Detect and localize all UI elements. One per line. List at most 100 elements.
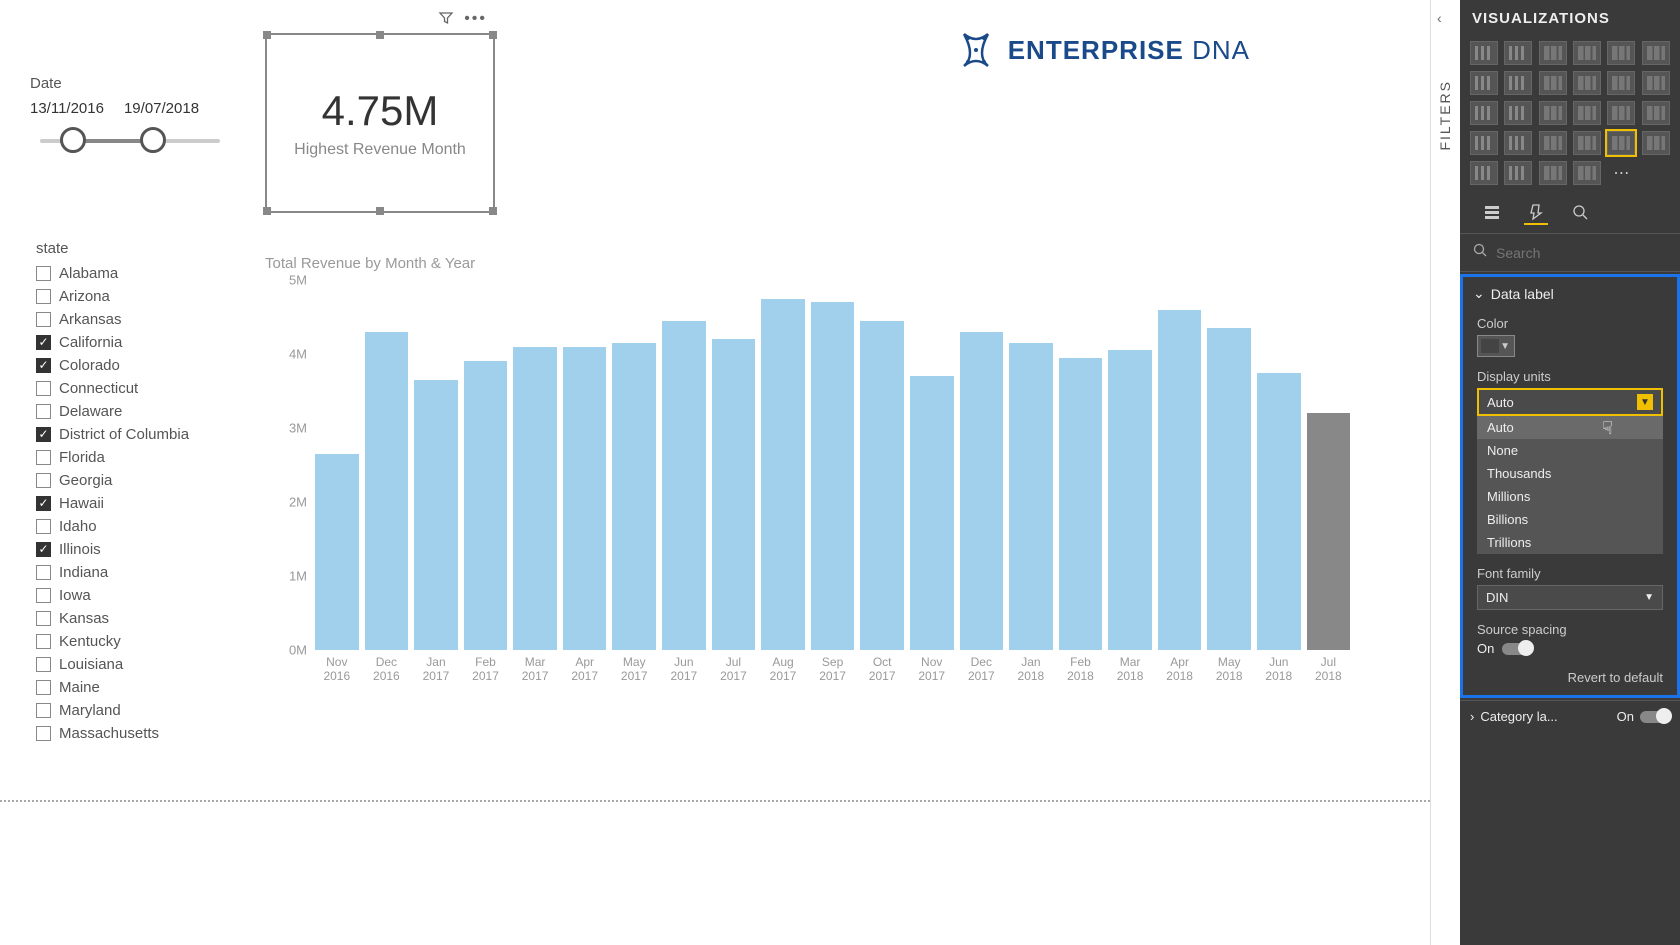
chart-bar[interactable] xyxy=(612,343,656,650)
chart-bar[interactable] xyxy=(1108,350,1152,650)
state-slicer[interactable]: state AlabamaArizonaArkansas✓California✓… xyxy=(36,240,246,744)
viz-type-icon[interactable] xyxy=(1504,101,1532,125)
viz-type-icon[interactable] xyxy=(1573,131,1601,155)
checkbox[interactable] xyxy=(36,381,51,396)
checkbox[interactable]: ✓ xyxy=(36,358,51,373)
bar-chart-visual[interactable]: Total Revenue by Month & Year 0M1M2M3M4M… xyxy=(265,255,1350,715)
checkbox[interactable] xyxy=(36,404,51,419)
viz-type-icon[interactable] xyxy=(1573,161,1601,185)
viz-type-icon[interactable] xyxy=(1607,131,1635,155)
checkbox[interactable] xyxy=(36,703,51,718)
chart-bar[interactable] xyxy=(1207,328,1251,650)
state-item[interactable]: Arizona xyxy=(36,286,246,307)
card-visual[interactable]: 4.75M Highest Revenue Month xyxy=(265,33,495,213)
viz-type-icon[interactable] xyxy=(1642,71,1670,95)
viz-type-icon[interactable] xyxy=(1539,71,1567,95)
chart-bar[interactable] xyxy=(563,347,607,650)
dropdown-option[interactable]: None xyxy=(1477,439,1663,462)
state-item[interactable]: Florida xyxy=(36,447,246,468)
revert-to-default[interactable]: Revert to default xyxy=(1463,662,1677,687)
chart-bar[interactable] xyxy=(910,376,954,650)
chart-bar[interactable] xyxy=(960,332,1004,650)
checkbox[interactable]: ✓ xyxy=(36,427,51,442)
font-family-dropdown[interactable]: DIN ▼ xyxy=(1477,585,1663,610)
chart-bar[interactable] xyxy=(761,299,805,651)
viz-type-icon[interactable] xyxy=(1642,101,1670,125)
dropdown-option[interactable]: Auto☟ xyxy=(1477,416,1663,439)
viz-type-icon[interactable] xyxy=(1573,101,1601,125)
display-units-dropdown[interactable]: Auto ▼ xyxy=(1477,388,1663,416)
format-search[interactable] xyxy=(1460,234,1680,272)
chart-bar[interactable] xyxy=(662,321,706,650)
chart-bar[interactable] xyxy=(414,380,458,650)
filters-pane-label[interactable]: FILTERS xyxy=(1437,80,1453,151)
state-item[interactable]: ✓District of Columbia xyxy=(36,424,246,445)
resize-handle[interactable] xyxy=(489,31,497,39)
viz-type-icon[interactable] xyxy=(1504,131,1532,155)
checkbox[interactable]: ✓ xyxy=(36,496,51,511)
date-start[interactable]: 13/11/2016 xyxy=(30,100,104,117)
checkbox[interactable] xyxy=(36,565,51,580)
dropdown-option[interactable]: Thousands xyxy=(1477,462,1663,485)
source-spacing-toggle[interactable] xyxy=(1502,643,1532,655)
chart-bar[interactable] xyxy=(1257,373,1301,651)
chart-bar[interactable] xyxy=(315,454,359,650)
format-tab[interactable] xyxy=(1524,201,1548,225)
viz-type-icon[interactable] xyxy=(1607,101,1635,125)
viz-type-icon[interactable] xyxy=(1470,131,1498,155)
viz-type-icon[interactable] xyxy=(1573,41,1601,65)
card-visual-container[interactable]: ••• 4.75M Highest Revenue Month xyxy=(265,8,495,213)
checkbox[interactable] xyxy=(36,657,51,672)
state-item[interactable]: Connecticut xyxy=(36,378,246,399)
state-item[interactable]: Georgia xyxy=(36,470,246,491)
state-item[interactable]: Maryland xyxy=(36,700,246,721)
state-item[interactable]: ✓Illinois xyxy=(36,539,246,560)
state-item[interactable]: Delaware xyxy=(36,401,246,422)
chart-bar[interactable] xyxy=(513,347,557,650)
resize-handle[interactable] xyxy=(263,31,271,39)
resize-handle[interactable] xyxy=(263,207,271,215)
viz-type-icon[interactable] xyxy=(1539,101,1567,125)
checkbox[interactable] xyxy=(36,726,51,741)
viz-type-icon[interactable] xyxy=(1642,41,1670,65)
filter-icon[interactable] xyxy=(438,10,454,31)
viz-type-icon[interactable] xyxy=(1470,161,1498,185)
state-item[interactable]: ✓Hawaii xyxy=(36,493,246,514)
dropdown-option[interactable]: Trillions xyxy=(1477,531,1663,554)
viz-type-icon[interactable] xyxy=(1642,131,1670,155)
viz-type-icon[interactable]: ⋯ xyxy=(1607,161,1635,185)
slider-handle-start[interactable] xyxy=(60,127,86,153)
fields-tab[interactable] xyxy=(1480,201,1504,225)
category-label-section[interactable]: › Category la... On xyxy=(1460,700,1680,732)
date-slicer[interactable]: Date 13/11/2016 19/07/2018 xyxy=(30,75,230,157)
state-item[interactable]: Idaho xyxy=(36,516,246,537)
state-item[interactable]: Louisiana xyxy=(36,654,246,675)
checkbox[interactable] xyxy=(36,450,51,465)
state-item[interactable]: Massachusetts xyxy=(36,723,246,744)
checkbox[interactable] xyxy=(36,312,51,327)
state-item[interactable]: Indiana xyxy=(36,562,246,583)
viz-type-icon[interactable] xyxy=(1607,41,1635,65)
checkbox[interactable] xyxy=(36,473,51,488)
checkbox[interactable] xyxy=(36,519,51,534)
date-slider[interactable] xyxy=(40,127,220,157)
category-label-toggle[interactable] xyxy=(1640,711,1670,723)
state-item[interactable]: Iowa xyxy=(36,585,246,606)
viz-type-icon[interactable] xyxy=(1607,71,1635,95)
viz-type-icon[interactable] xyxy=(1504,71,1532,95)
resize-handle[interactable] xyxy=(489,207,497,215)
viz-type-icon[interactable] xyxy=(1470,71,1498,95)
checkbox[interactable] xyxy=(36,634,51,649)
checkbox[interactable] xyxy=(36,289,51,304)
viz-type-icon[interactable] xyxy=(1573,71,1601,95)
state-item[interactable]: Alabama xyxy=(36,263,246,284)
dropdown-option[interactable]: Billions xyxy=(1477,508,1663,531)
chart-bar[interactable] xyxy=(811,302,855,650)
viz-type-icon[interactable] xyxy=(1504,161,1532,185)
data-label-header[interactable]: ⌄ Data label xyxy=(1463,277,1677,310)
checkbox[interactable] xyxy=(36,611,51,626)
chart-bar[interactable] xyxy=(1059,358,1103,650)
dropdown-option[interactable]: Millions xyxy=(1477,485,1663,508)
viz-type-icon[interactable] xyxy=(1539,131,1567,155)
state-item[interactable]: ✓California xyxy=(36,332,246,353)
